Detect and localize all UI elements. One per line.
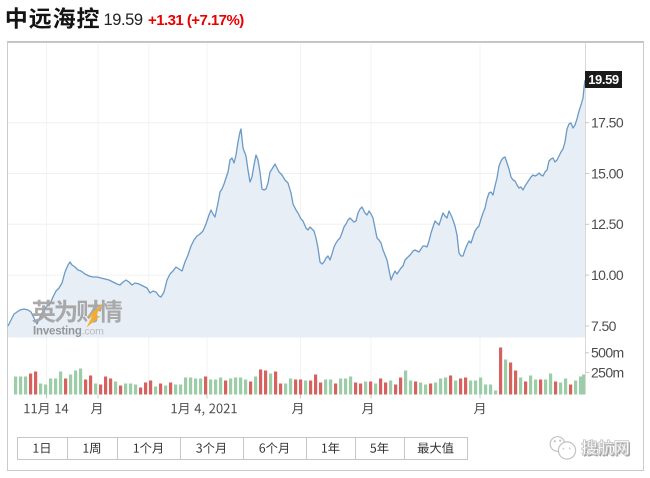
svg-text:7.50: 7.50 — [591, 318, 617, 334]
svg-text:250m: 250m — [591, 364, 624, 380]
svg-text:17.50: 17.50 — [591, 115, 624, 131]
svg-text:10.00: 10.00 — [591, 267, 624, 283]
svg-text:19.59: 19.59 — [588, 72, 619, 87]
svg-text:+1.31 (+7.17%): +1.31 (+7.17%) — [148, 12, 244, 29]
svg-text:500m: 500m — [591, 345, 624, 361]
svg-text:12.50: 12.50 — [591, 216, 624, 232]
svg-text:19.59: 19.59 — [104, 11, 143, 29]
svg-text:Investing.com: Investing.com — [33, 326, 104, 338]
svg-text:15.00: 15.00 — [591, 165, 624, 181]
